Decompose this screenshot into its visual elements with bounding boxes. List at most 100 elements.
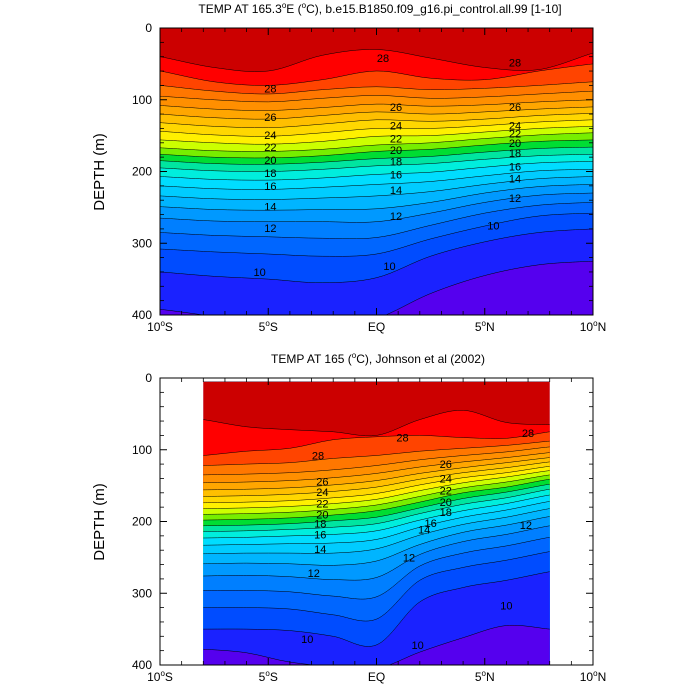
bottom-y-tick-label: 300 <box>132 586 152 600</box>
bottom-contour-label: 14 <box>314 544 326 556</box>
top-contour-label-text: 14 <box>390 185 402 197</box>
bottom-x-tick-label: EQ <box>368 670 385 684</box>
bottom-contour-label-text: 16 <box>314 529 326 541</box>
top-contour-label-text: 10 <box>487 220 499 232</box>
top-contour-label: 18 <box>264 168 276 180</box>
top-contour-label: 22 <box>264 142 276 154</box>
top-contour-label: 18 <box>390 156 402 168</box>
top-x-tick-label: 5oS <box>259 319 278 334</box>
top-contour-label: 24 <box>390 121 402 133</box>
bottom-contour-label-text: 26 <box>316 476 328 488</box>
bottom-contour-label-text: 20 <box>316 509 328 521</box>
top-contour-label-text: 28 <box>264 83 276 95</box>
top-isotherm-22C <box>160 119 593 137</box>
top-contour-label-text: 10 <box>253 267 265 279</box>
top-isotherm-15C <box>160 169 593 190</box>
bottom-isotherm-29C <box>203 410 550 437</box>
top-contour-label: 28 <box>264 83 276 95</box>
top-contour-label-text: 20 <box>390 145 402 157</box>
bottom-contour-label-text: 14 <box>314 544 326 556</box>
top-contour-label: 12 <box>509 193 521 205</box>
bottom-isotherm-14C <box>203 508 550 555</box>
bottom-contour-label: 10 <box>412 640 424 652</box>
bottom-contour-label: 24 <box>316 487 328 499</box>
top-panel-y-axis-label: DEPTH (m) <box>91 133 108 211</box>
bottom-contour-label-text: 12 <box>403 552 415 564</box>
top-contour-label: 16 <box>390 169 402 181</box>
top-isotherm-10C <box>160 212 593 257</box>
bottom-contour-label: 26 <box>316 476 328 488</box>
bottom-x-tick-label: 10oN <box>580 669 606 684</box>
bottom-contour-label: 22 <box>316 499 328 511</box>
top-contour-label-text: 14 <box>264 202 276 214</box>
top-contour-label: 18 <box>509 148 521 160</box>
top-contour-label-text: 16 <box>509 161 521 173</box>
bottom-contour-label: 22 <box>440 486 452 498</box>
top-contour-label-text: 24 <box>509 121 521 133</box>
top-isotherm-23C <box>160 113 593 129</box>
bottom-isotherm-20C <box>203 474 550 515</box>
top-isotherm-29C <box>160 49 593 72</box>
bottom-contour-label-text: 22 <box>316 499 328 511</box>
top-contour-label: 22 <box>509 128 521 140</box>
bottom-contour-label: 18 <box>314 519 326 531</box>
top-contour-label: 22 <box>390 133 402 145</box>
bottom-contour-label-text: 22 <box>440 486 452 498</box>
bottom-contour-label-text: 26 <box>440 459 452 471</box>
top-contour-label: 26 <box>509 102 521 114</box>
bottom-contour-label: 26 <box>440 459 452 471</box>
top-contour-label: 26 <box>390 102 402 114</box>
bottom-contour-label: 28 <box>396 433 408 445</box>
top-panel: TEMP AT 165.3oE (oC), b.e15.B1850.f09_g1… <box>91 1 606 334</box>
bottom-x-tick-label: 5oN <box>475 669 495 684</box>
bottom-contour-label: 10 <box>301 634 313 646</box>
bottom-contour-label-text: 10 <box>301 634 313 646</box>
bottom-contour-label-text: 18 <box>314 519 326 531</box>
bottom-isotherm-8C <box>203 624 550 665</box>
top-x-tick-label: 10oN <box>580 319 606 334</box>
top-isotherm-13C <box>160 184 593 211</box>
top-contour-label: 10 <box>487 220 499 232</box>
top-contour-label-text: 22 <box>390 133 402 145</box>
bottom-contour-label: 20 <box>440 497 452 509</box>
top-isotherm-17C <box>160 154 593 172</box>
bottom-panel-y-axis-label: DEPTH (m) <box>91 483 108 561</box>
top-contour-label-text: 28 <box>509 57 521 69</box>
top-x-tick-label: 10oS <box>147 319 173 334</box>
top-y-tick-label: 200 <box>132 165 152 179</box>
top-contour-label: 16 <box>509 161 521 173</box>
top-contour-label: 28 <box>377 53 389 65</box>
bottom-contour-label: 10 <box>500 600 512 612</box>
bottom-contour-label-text: 14 <box>418 524 430 536</box>
bottom-isotherm-13C <box>203 516 550 566</box>
bottom-panel-title: TEMP AT 165 (oC), Johnson et al (2002) <box>271 351 485 366</box>
bottom-y-tick-label: 200 <box>132 515 152 529</box>
top-y-tick-label: 400 <box>132 308 152 322</box>
top-contour-label-text: 16 <box>390 169 402 181</box>
bottom-band-8C <box>203 625 550 665</box>
top-contour-label-text: 20 <box>264 155 276 167</box>
top-contour-label-text: 12 <box>264 223 276 235</box>
bottom-contour-label-text: 12 <box>308 568 320 580</box>
bottom-isotherm-27C <box>203 440 550 466</box>
bottom-contour-label-text: 24 <box>440 473 452 485</box>
bottom-contour-label-text: 16 <box>425 518 437 530</box>
bottom-isotherm-19C <box>203 478 550 521</box>
bottom-contour-label-text: 10 <box>412 640 424 652</box>
top-isotherm-18C <box>160 146 593 165</box>
top-contour-label-text: 22 <box>509 128 521 140</box>
top-isotherm-26C <box>160 90 593 103</box>
top-contour-label-text: 14 <box>509 174 521 186</box>
top-contour-label-text: 18 <box>264 168 276 180</box>
top-isotherm-16C <box>160 161 593 181</box>
top-isotherm-11C <box>160 202 593 239</box>
bottom-isotherm-15C <box>203 501 550 546</box>
bottom-contour-label-text: 18 <box>440 507 452 519</box>
top-contour-label: 14 <box>390 185 402 197</box>
top-contour-label: 10 <box>383 261 395 273</box>
bottom-isotherm-26C <box>203 446 550 476</box>
bottom-y-tick-label: 0 <box>145 371 152 385</box>
